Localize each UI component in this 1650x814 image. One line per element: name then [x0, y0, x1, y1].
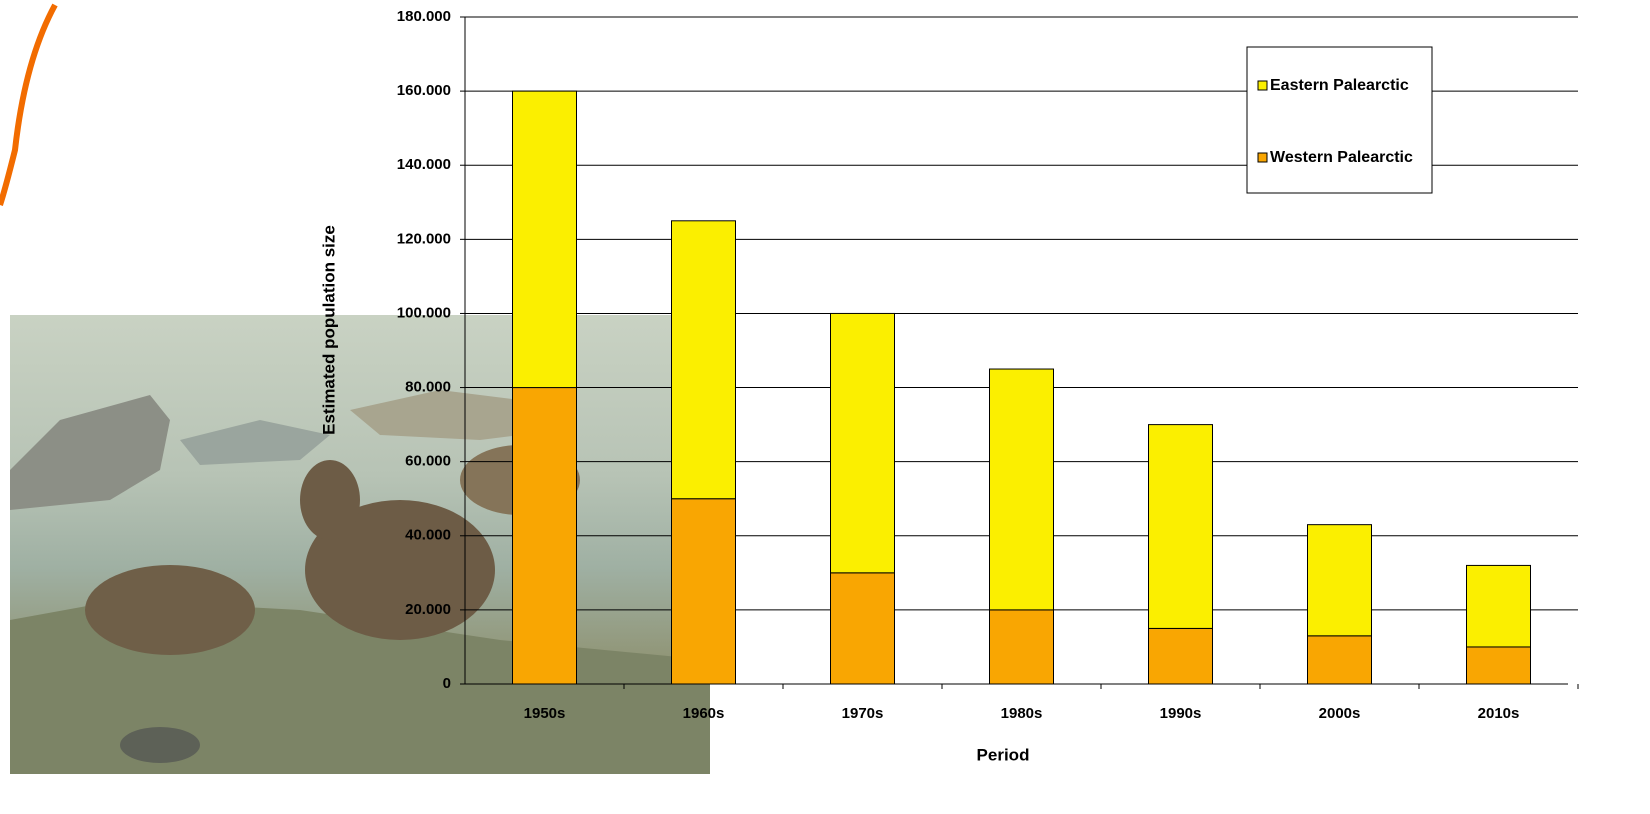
bar-segment: [1307, 635, 1372, 685]
y-tick-label: 140.000: [397, 156, 451, 173]
legend: Eastern Palearctic Western Palearctic: [1246, 46, 1433, 194]
x-tick-label: 1990s: [1160, 705, 1202, 722]
y-tick-label: 40.000: [405, 527, 451, 544]
x-tick-label: 2000s: [1319, 705, 1361, 722]
y-tick-label: 60.000: [405, 453, 451, 470]
x-tick-label: 1970s: [842, 705, 884, 722]
legend-label: Eastern Palearctic: [1270, 77, 1409, 94]
y-axis-label: Estimated population size: [319, 225, 338, 435]
legend-box: [1246, 46, 1433, 194]
bar-segment: [1148, 627, 1213, 685]
x-axis-label: Period: [977, 745, 1030, 764]
y-tick-label: 0: [443, 675, 451, 692]
bar-segment: [1148, 424, 1213, 629]
x-tick-label: 1950s: [524, 705, 566, 722]
bar-segment: [512, 387, 577, 685]
bar-segment: [1466, 646, 1531, 685]
bar-segment: [1307, 524, 1372, 637]
bar-segment: [989, 609, 1054, 685]
y-tick-label: 180.000: [397, 8, 451, 25]
x-tick-label: 2010s: [1478, 705, 1520, 722]
y-tick-label: 20.000: [405, 601, 451, 618]
bar-segment: [830, 312, 895, 574]
bar-segment: [989, 368, 1054, 611]
legend-swatch: [1257, 80, 1268, 91]
bar-segment: [512, 90, 577, 389]
legend-label: Western Palearctic: [1270, 149, 1413, 166]
bar-segment: [1466, 564, 1531, 648]
bar-segment: [671, 498, 736, 685]
bar-segment: [671, 220, 736, 500]
x-tick-label: 1980s: [1001, 705, 1043, 722]
x-tick-label: 1960s: [683, 705, 725, 722]
bar-segment: [830, 572, 895, 685]
y-tick-label: 160.000: [397, 82, 451, 99]
decorative-curve: [0, 3, 58, 206]
y-tick-label: 100.000: [397, 304, 451, 321]
y-tick-label: 120.000: [397, 230, 451, 247]
legend-swatch: [1257, 152, 1268, 163]
y-tick-label: 80.000: [405, 379, 451, 396]
background-painting: [10, 315, 710, 774]
